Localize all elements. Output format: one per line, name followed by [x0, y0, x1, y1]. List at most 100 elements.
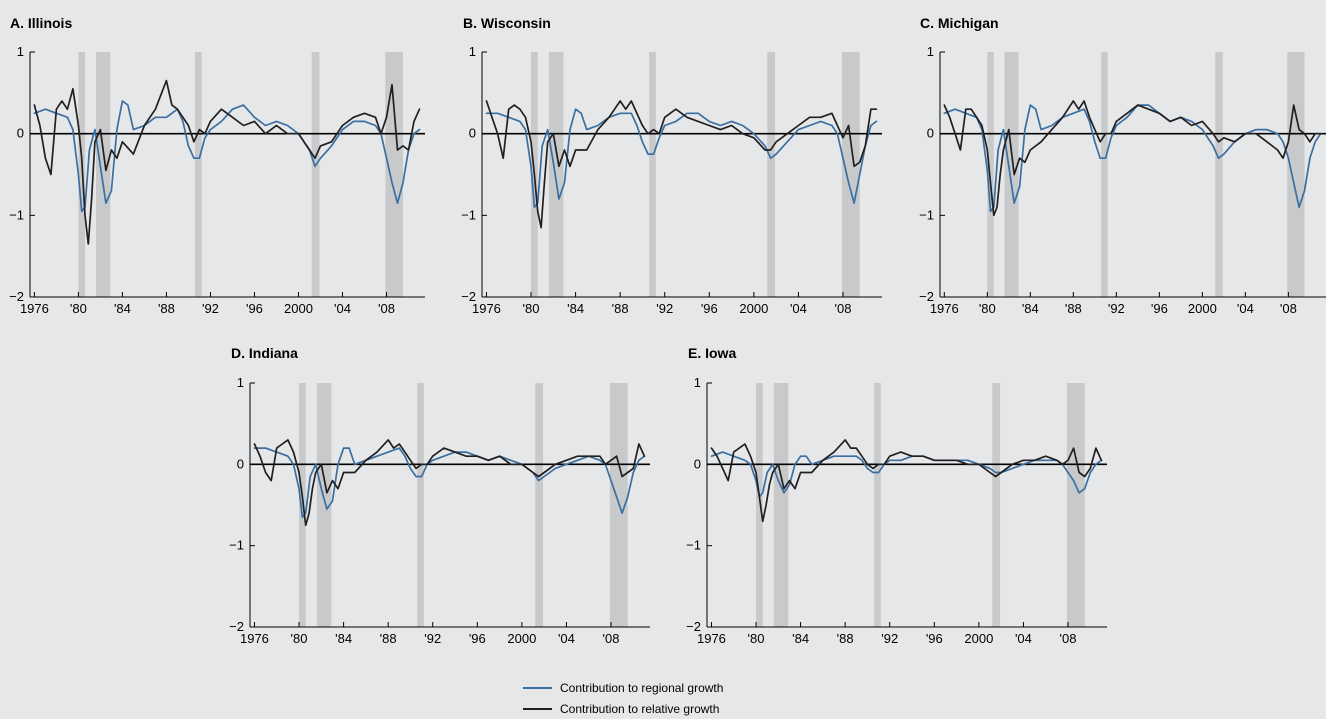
- x-tick-label: 2000: [1188, 301, 1217, 316]
- y-tick-label: −2: [919, 289, 934, 304]
- panel-title: E. Iowa: [688, 345, 736, 361]
- legend-label-relative: Contribution to relative growth: [560, 702, 719, 716]
- y-tick-label: −2: [229, 619, 244, 634]
- y-tick-label: −1: [9, 207, 24, 222]
- x-tick-label: '08: [1280, 301, 1297, 316]
- x-tick-label: '96: [246, 301, 263, 316]
- y-tick-label: −1: [229, 538, 244, 553]
- x-tick-label: '84: [1022, 301, 1039, 316]
- recession-band: [311, 52, 320, 297]
- recession-band: [756, 383, 763, 627]
- x-tick-label: 1976: [240, 631, 269, 646]
- x-tick-label: '80: [979, 301, 996, 316]
- x-tick-label: '04: [1015, 631, 1032, 646]
- recession-band: [1101, 52, 1108, 297]
- x-tick-label: '04: [558, 631, 575, 646]
- x-tick-label: '80: [291, 631, 308, 646]
- y-tick-label: 0: [237, 456, 244, 471]
- legend-label-regional: Contribution to regional growth: [560, 681, 723, 695]
- x-tick-label: '80: [523, 301, 540, 316]
- y-tick-label: −2: [461, 289, 476, 304]
- x-tick-label: '80: [748, 631, 765, 646]
- x-tick-label: '88: [1065, 301, 1082, 316]
- x-tick-label: '04: [1237, 301, 1254, 316]
- x-tick-label: '96: [926, 631, 943, 646]
- recession-band: [195, 52, 202, 297]
- x-tick-label: '04: [790, 301, 807, 316]
- y-tick-label: 1: [927, 44, 934, 59]
- x-tick-label: 2000: [739, 301, 768, 316]
- x-tick-label: '96: [1151, 301, 1168, 316]
- panel-title: A. Illinois: [10, 15, 72, 31]
- x-tick-label: '92: [656, 301, 673, 316]
- recession-band: [1004, 52, 1019, 297]
- x-tick-label: '92: [881, 631, 898, 646]
- y-tick-label: 1: [694, 375, 701, 390]
- x-tick-label: '84: [567, 301, 584, 316]
- recession-band: [1066, 383, 1085, 627]
- legend: Contribution to regional growth Contribu…: [523, 681, 723, 716]
- x-tick-label: '92: [424, 631, 441, 646]
- series-line-regional: [943, 104, 1322, 213]
- x-tick-label: 2000: [507, 631, 536, 646]
- series-line-relative: [33, 79, 421, 245]
- recession-band: [78, 52, 86, 297]
- recession-band: [767, 52, 776, 297]
- recession-band: [841, 52, 860, 297]
- recession-band: [385, 52, 403, 297]
- x-tick-label: '80: [70, 301, 87, 316]
- x-tick-label: '84: [335, 631, 352, 646]
- series-line-regional: [33, 100, 421, 213]
- x-tick-label: '08: [603, 631, 620, 646]
- series-line-relative: [943, 100, 1322, 217]
- panel-title: B. Wisconsin: [463, 15, 551, 31]
- y-tick-label: 1: [237, 375, 244, 390]
- x-tick-label: 2000: [284, 301, 313, 316]
- x-tick-label: '84: [792, 631, 809, 646]
- x-tick-label: '04: [334, 301, 351, 316]
- x-tick-label: '96: [469, 631, 486, 646]
- x-tick-label: '08: [378, 301, 395, 316]
- recession-band: [316, 383, 332, 627]
- series-line-relative: [485, 100, 878, 229]
- recession-band: [649, 52, 656, 297]
- x-tick-label: 1976: [20, 301, 49, 316]
- recession-band: [96, 52, 111, 297]
- x-tick-label: '92: [202, 301, 219, 316]
- recession-band: [992, 383, 1001, 627]
- x-tick-label: '08: [835, 301, 852, 316]
- series-line-relative: [253, 439, 646, 527]
- x-tick-label: 2000: [964, 631, 993, 646]
- panel-title: D. Indiana: [231, 345, 298, 361]
- y-tick-label: 0: [694, 456, 701, 471]
- y-tick-label: −2: [9, 289, 24, 304]
- y-tick-label: −1: [461, 207, 476, 222]
- recession-band: [548, 52, 564, 297]
- y-tick-label: 1: [17, 44, 24, 59]
- x-tick-label: '08: [1060, 631, 1077, 646]
- y-tick-label: −1: [686, 538, 701, 553]
- x-tick-label: '88: [380, 631, 397, 646]
- x-tick-label: '96: [701, 301, 718, 316]
- x-tick-label: '88: [837, 631, 854, 646]
- x-tick-label: 1976: [697, 631, 726, 646]
- y-tick-label: 0: [17, 126, 24, 141]
- recession-band: [1215, 52, 1223, 297]
- x-tick-label: '84: [114, 301, 131, 316]
- recession-band: [773, 383, 789, 627]
- series-line-regional: [485, 108, 878, 209]
- recession-band: [874, 383, 881, 627]
- panel-title: C. Michigan: [920, 15, 999, 31]
- x-tick-label: 1976: [930, 301, 959, 316]
- recession-band: [417, 383, 424, 627]
- x-tick-label: '88: [158, 301, 175, 316]
- series-line-relative: [710, 439, 1103, 523]
- recession-band: [299, 383, 306, 627]
- x-tick-label: '88: [612, 301, 629, 316]
